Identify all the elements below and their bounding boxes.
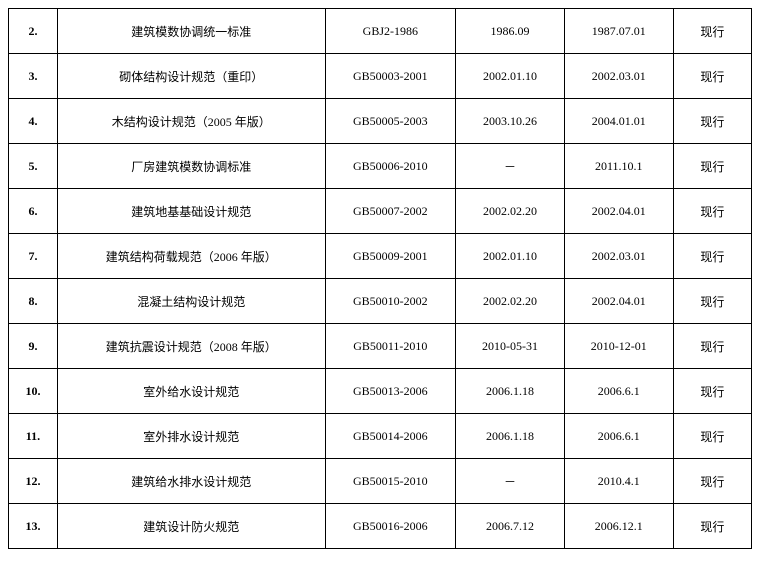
cell-date2: 2010.4.1 [564, 459, 673, 504]
cell-idx: 5. [9, 144, 58, 189]
cell-date2: 2004.01.01 [564, 99, 673, 144]
standards-table: 2.建筑模数协调统一标准GBJ2-19861986.091987.07.01现行… [8, 8, 752, 549]
cell-idx: 8. [9, 279, 58, 324]
cell-status: 现行 [673, 279, 751, 324]
cell-code: GB50006-2010 [325, 144, 456, 189]
cell-idx: 9. [9, 324, 58, 369]
cell-status: 现行 [673, 504, 751, 549]
cell-idx: 11. [9, 414, 58, 459]
table-row: 8.混凝土结构设计规范GB50010-20022002.02.202002.04… [9, 279, 752, 324]
cell-status: 现行 [673, 459, 751, 504]
cell-date1: 2002.02.20 [456, 279, 565, 324]
cell-idx: 12. [9, 459, 58, 504]
table-row: 13.建筑设计防火规范GB50016-20062006.7.122006.12.… [9, 504, 752, 549]
cell-name: 建筑模数协调统一标准 [57, 9, 325, 54]
cell-name: 室外给水设计规范 [57, 369, 325, 414]
cell-date1: 2006.1.18 [456, 414, 565, 459]
cell-date1: 2010-05-31 [456, 324, 565, 369]
cell-status: 现行 [673, 9, 751, 54]
cell-code: GB50016-2006 [325, 504, 456, 549]
cell-date2: 2010-12-01 [564, 324, 673, 369]
cell-date1: 2006.7.12 [456, 504, 565, 549]
cell-status: 现行 [673, 54, 751, 99]
cell-date1: 2006.1.18 [456, 369, 565, 414]
table-row: 11.室外排水设计规范GB50014-20062006.1.182006.6.1… [9, 414, 752, 459]
cell-date1: 2002.01.10 [456, 234, 565, 279]
cell-date2: 2002.03.01 [564, 54, 673, 99]
cell-code: GB50013-2006 [325, 369, 456, 414]
cell-date1: 2002.02.20 [456, 189, 565, 234]
cell-date1: － [456, 459, 565, 504]
cell-date2: 2006.6.1 [564, 414, 673, 459]
table-row: 12.建筑给水排水设计规范GB50015-2010－2010.4.1现行 [9, 459, 752, 504]
cell-date2: 2002.04.01 [564, 279, 673, 324]
table-row: 7.建筑结构荷载规范（2006 年版）GB50009-20012002.01.1… [9, 234, 752, 279]
cell-name: 厂房建筑模数协调标准 [57, 144, 325, 189]
cell-date2: 2006.12.1 [564, 504, 673, 549]
cell-code: GB50014-2006 [325, 414, 456, 459]
cell-idx: 4. [9, 99, 58, 144]
cell-status: 现行 [673, 324, 751, 369]
cell-name: 建筑给水排水设计规范 [57, 459, 325, 504]
cell-name: 建筑地基基础设计规范 [57, 189, 325, 234]
cell-idx: 3. [9, 54, 58, 99]
cell-status: 现行 [673, 234, 751, 279]
cell-name: 木结构设计规范（2005 年版） [57, 99, 325, 144]
cell-date1: 1986.09 [456, 9, 565, 54]
cell-code: GB50007-2002 [325, 189, 456, 234]
table-row: 4.木结构设计规范（2005 年版）GB50005-20032003.10.26… [9, 99, 752, 144]
cell-idx: 7. [9, 234, 58, 279]
cell-code: GB50011-2010 [325, 324, 456, 369]
standards-table-body: 2.建筑模数协调统一标准GBJ2-19861986.091987.07.01现行… [9, 9, 752, 549]
cell-name: 建筑设计防火规范 [57, 504, 325, 549]
cell-date1: － [456, 144, 565, 189]
cell-idx: 6. [9, 189, 58, 234]
table-row: 9.建筑抗震设计规范（2008 年版）GB50011-20102010-05-3… [9, 324, 752, 369]
cell-name: 建筑抗震设计规范（2008 年版） [57, 324, 325, 369]
cell-status: 现行 [673, 414, 751, 459]
cell-date2: 2006.6.1 [564, 369, 673, 414]
cell-idx: 13. [9, 504, 58, 549]
cell-name: 砌体结构设计规范（重印） [57, 54, 325, 99]
cell-status: 现行 [673, 144, 751, 189]
cell-code: GB50005-2003 [325, 99, 456, 144]
cell-idx: 10. [9, 369, 58, 414]
table-row: 6.建筑地基基础设计规范GB50007-20022002.02.202002.0… [9, 189, 752, 234]
cell-code: GB50003-2001 [325, 54, 456, 99]
table-row: 10.室外给水设计规范GB50013-20062006.1.182006.6.1… [9, 369, 752, 414]
cell-name: 室外排水设计规范 [57, 414, 325, 459]
cell-date2: 2011.10.1 [564, 144, 673, 189]
table-row: 5.厂房建筑模数协调标准GB50006-2010－2011.10.1现行 [9, 144, 752, 189]
cell-code: GBJ2-1986 [325, 9, 456, 54]
cell-status: 现行 [673, 189, 751, 234]
cell-date2: 2002.04.01 [564, 189, 673, 234]
table-row: 2.建筑模数协调统一标准GBJ2-19861986.091987.07.01现行 [9, 9, 752, 54]
cell-code: GB50009-2001 [325, 234, 456, 279]
cell-date1: 2003.10.26 [456, 99, 565, 144]
cell-date2: 1987.07.01 [564, 9, 673, 54]
cell-code: GB50010-2002 [325, 279, 456, 324]
cell-date1: 2002.01.10 [456, 54, 565, 99]
cell-name: 建筑结构荷载规范（2006 年版） [57, 234, 325, 279]
table-row: 3.砌体结构设计规范（重印）GB50003-20012002.01.102002… [9, 54, 752, 99]
cell-name: 混凝土结构设计规范 [57, 279, 325, 324]
cell-code: GB50015-2010 [325, 459, 456, 504]
cell-date2: 2002.03.01 [564, 234, 673, 279]
cell-idx: 2. [9, 9, 58, 54]
cell-status: 现行 [673, 99, 751, 144]
cell-status: 现行 [673, 369, 751, 414]
